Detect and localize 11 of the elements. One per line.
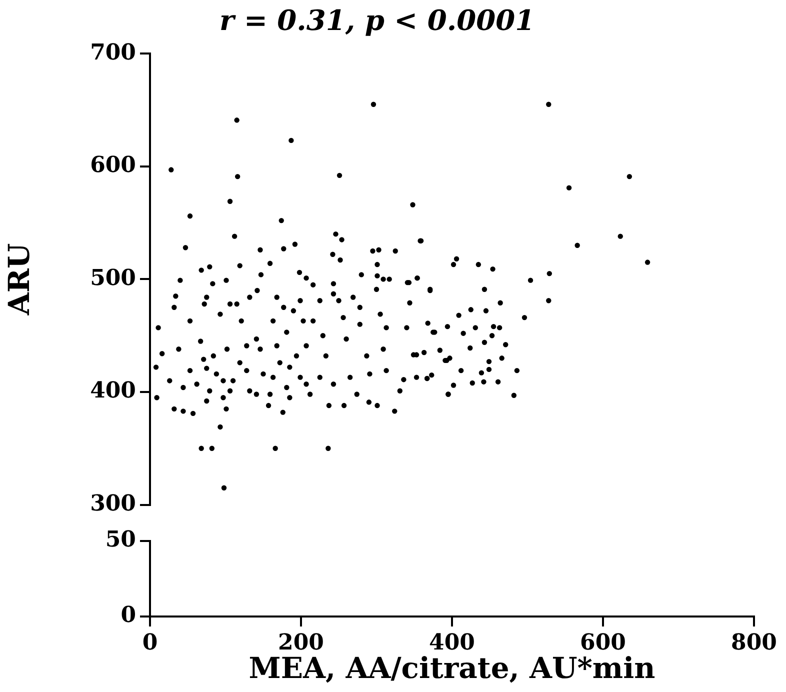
y-tick-label: 700: [90, 39, 136, 66]
x-tick-label: 0: [142, 629, 158, 656]
y-tick-label: 0: [120, 602, 136, 628]
y-tick-label: 50: [105, 526, 136, 553]
y-axis-title: ARU: [2, 243, 36, 316]
y-tick-label: 600: [90, 152, 136, 178]
y-tick-label: 400: [90, 378, 136, 404]
y-tick-label: 300: [90, 490, 136, 517]
x-tick-label: 800: [731, 629, 777, 656]
y-tick-label: 500: [90, 264, 136, 291]
chart-title: r = 0.31, p < 0.0001: [219, 4, 535, 38]
